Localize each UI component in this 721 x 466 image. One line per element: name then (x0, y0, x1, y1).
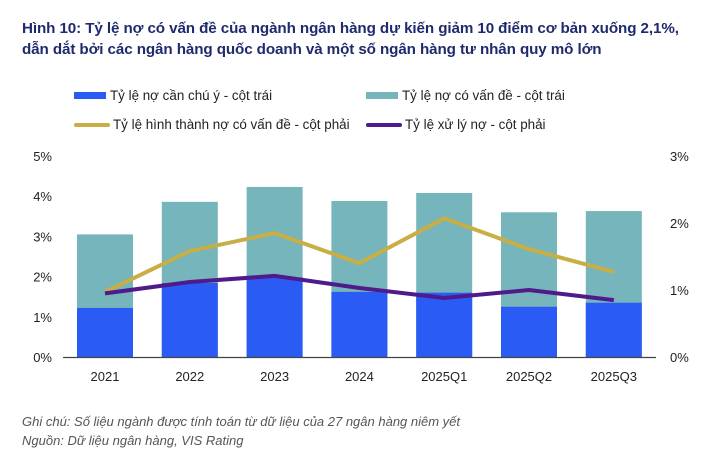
chart-title-line-2: dẫn dắt bởi các ngân hàng quốc doanh và … (22, 41, 602, 58)
legend-line-resolution-rate (366, 122, 402, 127)
x-axis-tick-label: 2022 (175, 369, 204, 384)
left-axis-tick-label: 5% (33, 149, 52, 164)
legend-swatch-problem-debt (366, 92, 398, 99)
left-axis-tick-label: 2% (33, 270, 52, 285)
footer: Ghi chú: Số liệu ngành được tính toán từ… (22, 412, 460, 450)
x-axis-tick-label: 2024 (345, 369, 374, 384)
chart-title: Hình 10: Tỷ lệ nợ có vấn đề của ngành ng… (22, 18, 712, 60)
chart-title-line-1: Hình 10: Tỷ lệ nợ có vấn đề của ngành ng… (22, 20, 679, 37)
legend-label-formation-rate: Tỷ lệ hình thành nợ có vấn đề - cột phải (113, 117, 350, 132)
x-axis-tick-label: 2025Q2 (506, 369, 552, 384)
bar-attention-debt-2025Q3 (585, 302, 642, 357)
right-axis-tick-label: 3% (670, 149, 689, 164)
legend-item-problem-debt: Tỷ lệ nợ có vấn đề - cột trái (366, 88, 565, 103)
right-axis-tick-label: 1% (670, 283, 689, 298)
bar-attention-debt-2024 (331, 291, 388, 357)
bar-attention-debt-2022 (161, 283, 218, 357)
x-axis-tick-label: 2025Q1 (421, 369, 467, 384)
legend-item-formation-rate: Tỷ lệ hình thành nợ có vấn đề - cột phải (74, 117, 350, 132)
x-axis-tick-label: 2021 (91, 369, 120, 384)
legend-label-problem-debt: Tỷ lệ nợ có vấn đề - cột trái (402, 88, 565, 103)
left-axis-tick-label: 0% (33, 350, 52, 365)
legend-swatch-attention-debt (74, 92, 106, 99)
left-axis-tick-label: 1% (33, 310, 52, 325)
footer-source: Nguồn: Dữ liệu ngân hàng, VIS Rating (22, 433, 244, 448)
legend-line-formation-rate (74, 122, 110, 127)
legend-item-resolution-rate: Tỷ lệ xử lý nợ - cột phải (366, 117, 546, 132)
left-axis-tick-label: 3% (33, 229, 52, 244)
combo-chart: 0% 1% 2% 3% 4% 5% 0% 1% 2% 3% 2021 2022 2023 2024 2025… (33, 149, 689, 384)
legend-label-resolution-rate: Tỷ lệ xử lý nợ - cột phải (405, 117, 546, 132)
bar-attention-debt-2025Q2 (501, 306, 557, 357)
legend-item-attention-debt: Tỷ lệ nợ cần chú ý - cột trái (74, 88, 272, 103)
bar-attention-debt-2023 (246, 277, 303, 357)
x-axis-tick-label: 2023 (260, 369, 289, 384)
x-axis-tick-label: 2025Q3 (591, 369, 637, 384)
bar-attention-debt-2025Q1 (416, 292, 473, 357)
bar-attention-debt-2021 (77, 307, 133, 357)
legend-label-attention-debt: Tỷ lệ nợ cần chú ý - cột trái (110, 88, 273, 103)
right-axis-tick-label: 0% (670, 350, 689, 365)
left-axis-tick-label: 4% (33, 189, 52, 204)
footer-note: Ghi chú: Số liệu ngành được tính toán từ… (22, 414, 461, 429)
right-axis-tick-label: 2% (670, 216, 689, 231)
